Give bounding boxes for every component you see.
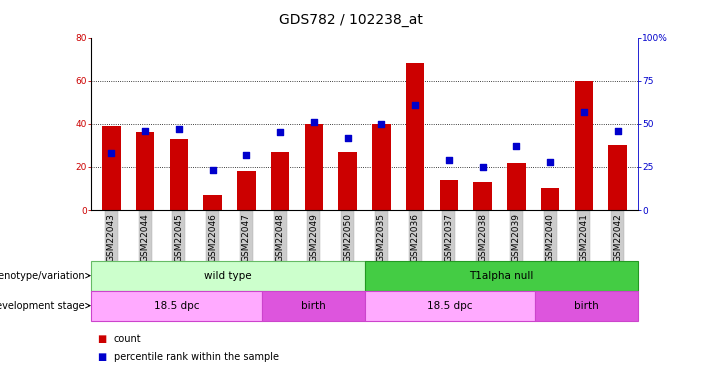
Bar xyxy=(365,261,638,291)
Bar xyxy=(305,124,323,210)
Text: ■: ■ xyxy=(98,352,111,362)
Bar xyxy=(262,291,365,321)
Text: 18.5 dpc: 18.5 dpc xyxy=(427,301,472,310)
Bar xyxy=(102,126,121,210)
Bar xyxy=(136,132,154,210)
Point xyxy=(376,121,387,127)
Bar xyxy=(365,291,536,321)
Point xyxy=(511,143,522,149)
Point xyxy=(240,152,252,158)
Text: count: count xyxy=(114,334,141,344)
Bar xyxy=(536,291,638,321)
Text: birth: birth xyxy=(574,301,599,310)
Bar xyxy=(271,152,290,210)
Text: 18.5 dpc: 18.5 dpc xyxy=(154,301,199,310)
Point xyxy=(443,157,454,163)
Bar xyxy=(339,152,357,210)
Point xyxy=(578,109,590,115)
Point xyxy=(545,159,556,165)
Point xyxy=(308,119,320,125)
Bar xyxy=(406,63,424,210)
Point xyxy=(139,128,151,134)
Bar xyxy=(507,163,526,210)
Text: GDS782 / 102238_at: GDS782 / 102238_at xyxy=(278,13,423,27)
Text: birth: birth xyxy=(301,301,326,310)
Bar xyxy=(575,81,593,210)
Point xyxy=(173,126,184,132)
Text: percentile rank within the sample: percentile rank within the sample xyxy=(114,352,278,362)
Bar xyxy=(541,188,559,210)
Bar xyxy=(473,182,492,210)
Point xyxy=(409,102,421,108)
Point xyxy=(477,164,489,170)
Bar xyxy=(440,180,458,210)
Bar xyxy=(372,124,390,210)
Bar xyxy=(608,146,627,210)
Bar xyxy=(203,195,222,210)
Bar xyxy=(91,261,365,291)
Point xyxy=(342,135,353,141)
Text: ■: ■ xyxy=(98,334,111,344)
Bar xyxy=(91,291,262,321)
Point xyxy=(106,150,117,156)
Bar xyxy=(237,171,256,210)
Text: wild type: wild type xyxy=(204,271,252,280)
Text: development stage: development stage xyxy=(0,301,88,310)
Point xyxy=(612,128,623,134)
Text: T1alpha null: T1alpha null xyxy=(469,271,533,280)
Bar xyxy=(170,139,188,210)
Point xyxy=(207,167,218,173)
Text: genotype/variation: genotype/variation xyxy=(0,271,88,280)
Point xyxy=(275,129,286,135)
